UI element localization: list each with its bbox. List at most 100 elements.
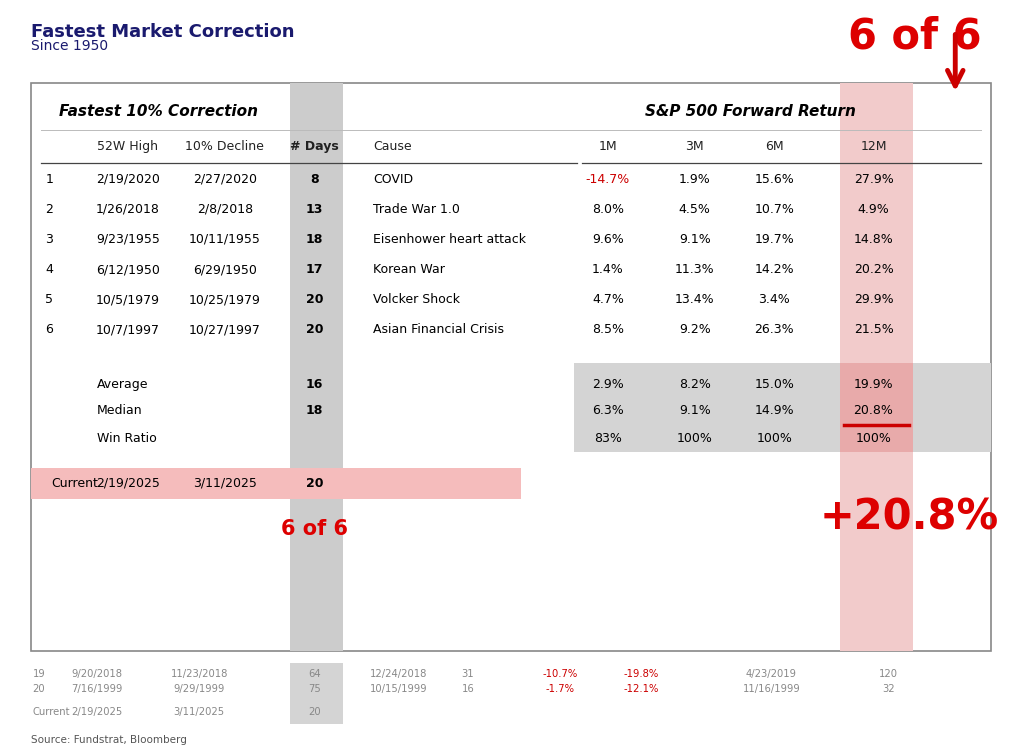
- Text: 8: 8: [310, 172, 319, 186]
- Text: Fastest Market Correction: Fastest Market Correction: [31, 23, 294, 41]
- Text: 19.9%: 19.9%: [854, 377, 893, 391]
- Text: 9/20/2018: 9/20/2018: [72, 669, 123, 679]
- Text: 6/29/1950: 6/29/1950: [193, 263, 257, 276]
- Text: 8.0%: 8.0%: [592, 203, 624, 216]
- Text: 11.3%: 11.3%: [675, 263, 715, 276]
- Text: 6: 6: [45, 323, 53, 337]
- Text: 120: 120: [880, 669, 898, 679]
- Text: 2/27/2020: 2/27/2020: [193, 172, 257, 186]
- Text: 9.1%: 9.1%: [679, 404, 711, 417]
- Text: 4/23/2019: 4/23/2019: [745, 669, 797, 679]
- Text: 2.9%: 2.9%: [592, 377, 624, 391]
- Text: Eisenhower heart attack: Eisenhower heart attack: [373, 233, 526, 246]
- Text: Trade War 1.0: Trade War 1.0: [373, 203, 460, 216]
- Text: 10/15/1999: 10/15/1999: [370, 684, 427, 694]
- Text: 75: 75: [308, 684, 322, 694]
- Text: Median: Median: [97, 404, 142, 417]
- Text: 10/25/1979: 10/25/1979: [188, 293, 261, 306]
- Text: 4: 4: [45, 263, 53, 276]
- Text: S&P 500 Forward Return: S&P 500 Forward Return: [645, 104, 856, 119]
- Text: 14.2%: 14.2%: [755, 263, 795, 276]
- Text: 20: 20: [33, 684, 45, 694]
- Text: 100%: 100%: [856, 431, 892, 445]
- Text: 2: 2: [45, 203, 53, 216]
- Text: -14.7%: -14.7%: [586, 172, 630, 186]
- Text: 6.3%: 6.3%: [592, 404, 624, 417]
- Text: Since 1950: Since 1950: [31, 39, 108, 53]
- Text: -19.8%: -19.8%: [624, 669, 659, 679]
- Text: 4.9%: 4.9%: [858, 203, 890, 216]
- Text: 10/27/1997: 10/27/1997: [188, 323, 261, 337]
- FancyBboxPatch shape: [31, 83, 991, 651]
- FancyBboxPatch shape: [31, 468, 521, 499]
- Text: 83%: 83%: [594, 431, 622, 445]
- Text: 3.4%: 3.4%: [759, 293, 791, 306]
- Text: 12/24/2018: 12/24/2018: [370, 669, 427, 679]
- Text: # Days: # Days: [290, 140, 339, 154]
- Text: 19: 19: [33, 669, 45, 679]
- Text: 11/23/2018: 11/23/2018: [171, 669, 228, 679]
- Text: 6M: 6M: [765, 140, 783, 154]
- Text: 3M: 3M: [685, 140, 705, 154]
- Text: 16: 16: [462, 684, 474, 694]
- Text: 10/5/1979: 10/5/1979: [95, 293, 160, 306]
- Text: 9.1%: 9.1%: [679, 233, 711, 246]
- Text: 8.2%: 8.2%: [679, 377, 711, 391]
- Text: 14.9%: 14.9%: [755, 404, 795, 417]
- Text: 21.5%: 21.5%: [854, 323, 893, 337]
- Text: 100%: 100%: [757, 431, 793, 445]
- Text: Korean War: Korean War: [373, 263, 444, 276]
- FancyBboxPatch shape: [290, 468, 479, 499]
- Text: 16: 16: [306, 377, 324, 391]
- Text: +20.8%: +20.8%: [819, 496, 999, 538]
- Text: 6 of 6: 6 of 6: [848, 15, 981, 57]
- Text: 10% Decline: 10% Decline: [185, 140, 264, 154]
- FancyBboxPatch shape: [290, 663, 343, 724]
- Text: 1: 1: [45, 172, 53, 186]
- Text: 20.2%: 20.2%: [854, 263, 893, 276]
- FancyBboxPatch shape: [290, 83, 343, 651]
- Text: 9/29/1999: 9/29/1999: [173, 684, 225, 694]
- Text: 3/11/2025: 3/11/2025: [193, 477, 257, 490]
- Text: 5: 5: [45, 293, 53, 306]
- Text: 2/19/2020: 2/19/2020: [96, 172, 160, 186]
- Text: 20: 20: [308, 706, 321, 717]
- Text: Current: Current: [51, 477, 98, 490]
- Text: 20: 20: [306, 323, 324, 337]
- Text: 27.9%: 27.9%: [854, 172, 893, 186]
- Text: 4.7%: 4.7%: [592, 293, 624, 306]
- Text: 6/12/1950: 6/12/1950: [96, 263, 160, 276]
- Text: 19.7%: 19.7%: [755, 233, 795, 246]
- Text: 31: 31: [462, 669, 474, 679]
- Text: Average: Average: [97, 377, 148, 391]
- Text: 18: 18: [306, 404, 324, 417]
- Text: 10/7/1997: 10/7/1997: [95, 323, 160, 337]
- Text: -12.1%: -12.1%: [624, 684, 659, 694]
- Text: -1.7%: -1.7%: [546, 684, 574, 694]
- Text: Fastest 10% Correction: Fastest 10% Correction: [58, 104, 258, 119]
- Text: Cause: Cause: [373, 140, 412, 154]
- Text: 2/19/2025: 2/19/2025: [96, 477, 160, 490]
- Text: 20.8%: 20.8%: [854, 404, 894, 417]
- Text: -10.7%: -10.7%: [543, 669, 578, 679]
- Text: 29.9%: 29.9%: [854, 293, 893, 306]
- Text: 17: 17: [306, 263, 324, 276]
- Text: 7/16/1999: 7/16/1999: [72, 684, 123, 694]
- FancyBboxPatch shape: [840, 83, 913, 651]
- Text: 8.5%: 8.5%: [592, 323, 624, 337]
- Text: 3/11/2025: 3/11/2025: [174, 706, 225, 717]
- Text: 10.7%: 10.7%: [755, 203, 795, 216]
- Text: 20: 20: [306, 293, 324, 306]
- Text: 9.2%: 9.2%: [679, 323, 711, 337]
- Text: 26.3%: 26.3%: [755, 323, 795, 337]
- Text: 1.4%: 1.4%: [592, 263, 624, 276]
- Text: COVID: COVID: [373, 172, 413, 186]
- Text: 14.8%: 14.8%: [854, 233, 893, 246]
- Text: 32: 32: [883, 684, 895, 694]
- FancyBboxPatch shape: [840, 363, 913, 452]
- Text: 1M: 1M: [599, 140, 617, 154]
- Text: 9.6%: 9.6%: [592, 233, 624, 246]
- Text: 1.9%: 1.9%: [679, 172, 711, 186]
- Text: 15.6%: 15.6%: [755, 172, 795, 186]
- Text: 20: 20: [306, 477, 324, 490]
